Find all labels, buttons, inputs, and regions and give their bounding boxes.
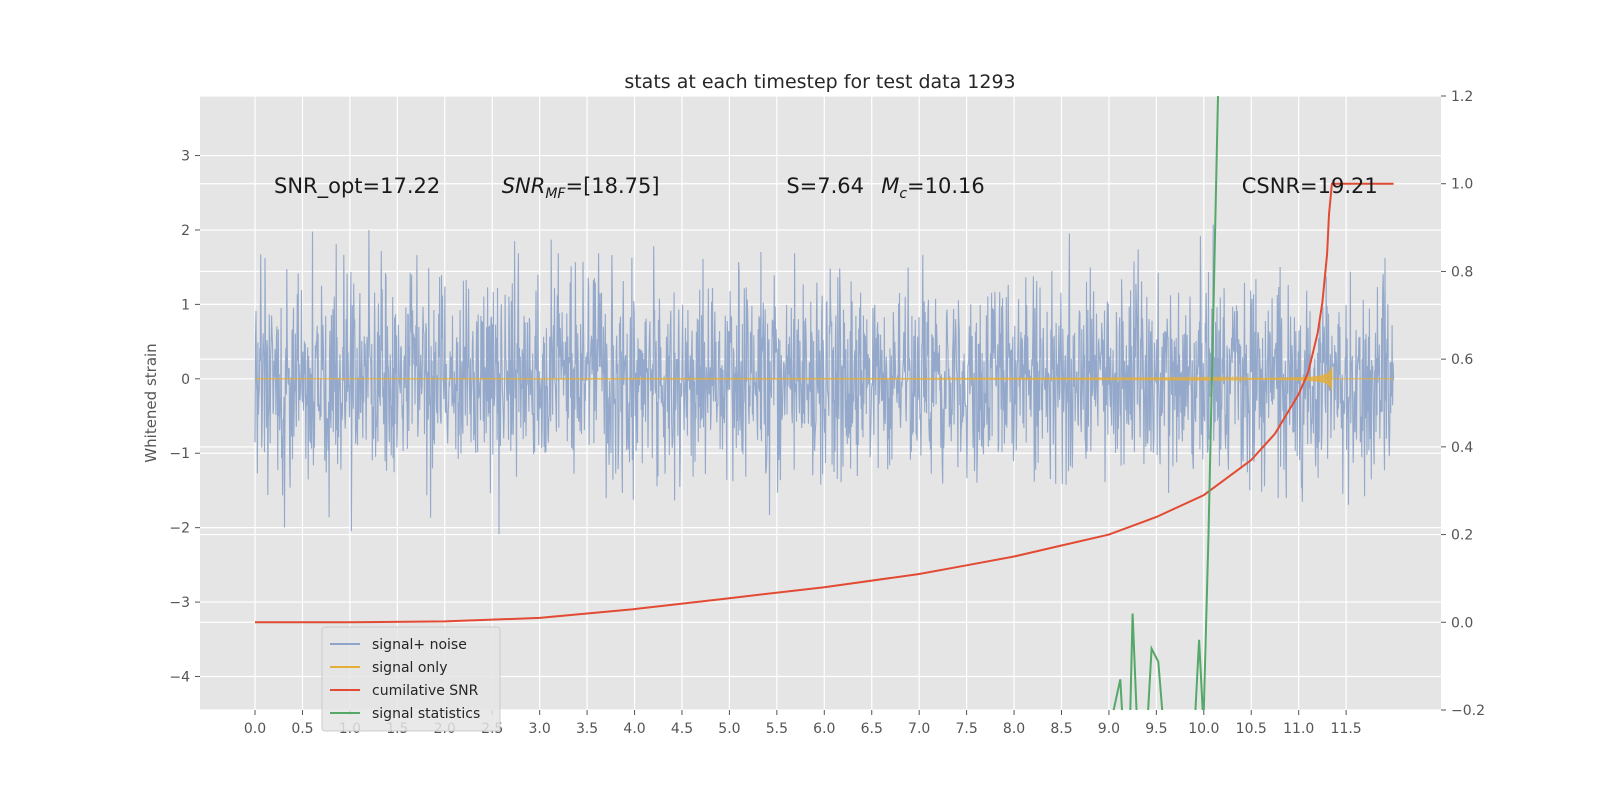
- y-tick-label: 0: [181, 372, 190, 388]
- y-tick-label: −3: [169, 595, 190, 611]
- y-tick-label: 3: [181, 149, 190, 165]
- x-tick-label: 9.0: [1098, 721, 1120, 737]
- x-tick-label: 6.5: [861, 721, 883, 737]
- x-tick-label: 0.5: [291, 721, 313, 737]
- series-signal-noise-line: [254, 224, 1395, 535]
- y2-tick-label: 1.0: [1451, 177, 1473, 193]
- y2-tick-label: 0.8: [1451, 264, 1473, 280]
- annotation-text: SNRMF=[18.75]: [502, 174, 660, 202]
- x-tick-label: 3.5: [576, 721, 598, 737]
- x-tick-label: 8.5: [1050, 721, 1072, 737]
- y-tick-label: −2: [169, 521, 190, 537]
- x-tick-label: 5.5: [766, 721, 788, 737]
- x-tick-label: 5.0: [718, 721, 740, 737]
- y-tick-label: 2: [181, 223, 190, 239]
- annotation-main: SNR: [502, 174, 546, 198]
- x-tick-label: 10.5: [1236, 721, 1267, 737]
- y2-tick-label: 1.2: [1451, 89, 1473, 105]
- x-tick-label: 7.5: [955, 721, 977, 737]
- y2-tick-label: 0.0: [1451, 615, 1473, 631]
- x-tick-label: 6.0: [813, 721, 835, 737]
- x-tick-label: 4.0: [623, 721, 645, 737]
- y2-tick-label: 0.2: [1451, 528, 1473, 544]
- annotation-main: M: [881, 174, 899, 198]
- annotation-subscript: c: [899, 186, 907, 202]
- y2-tick-label: 0.6: [1451, 352, 1473, 368]
- data-layer: [254, 96, 1395, 710]
- x-tick-label: 9.5: [1145, 721, 1167, 737]
- x-tick-label: 11.0: [1283, 721, 1314, 737]
- annotation-subscript: MF: [545, 186, 566, 202]
- y2-tick-label: −0.2: [1451, 703, 1485, 719]
- legend-label: signal+ noise: [372, 637, 467, 653]
- y-tick-label: 1: [181, 297, 190, 313]
- x-tick-label: 7.0: [908, 721, 930, 737]
- annotation-text: Mc=10.16: [881, 174, 985, 202]
- x-tick-label: 4.5: [671, 721, 693, 737]
- series-signal-only-line: [254, 366, 1394, 391]
- legend: signal+ noise signal only cumilative SNR si…: [321, 626, 501, 732]
- legend-label: signal statistics: [372, 706, 480, 722]
- axes: 0.00.51.01.52.02.53.03.54.04.55.05.56.06…: [169, 89, 1485, 737]
- x-tick-label: 11.5: [1331, 721, 1362, 737]
- y2-tick-label: 0.4: [1451, 440, 1473, 456]
- x-tick-label: 3.0: [529, 721, 551, 737]
- annotation-text: CSNR=19.21: [1242, 174, 1378, 198]
- annotation-text: SNR_opt=17.22: [274, 174, 440, 199]
- annotation-rest: =10.16: [907, 174, 985, 198]
- y-tick-label: −1: [169, 446, 190, 462]
- legend-label: signal only: [372, 660, 447, 676]
- annotation-text: S=7.64: [786, 174, 864, 198]
- legend-label: cumilative SNR: [372, 683, 479, 699]
- x-tick-label: 0.0: [244, 721, 266, 737]
- x-tick-label: 8.0: [1003, 721, 1025, 737]
- y-axis-label: Whitened strain: [142, 343, 160, 462]
- x-tick-label: 10.0: [1188, 721, 1219, 737]
- y-tick-label: −4: [169, 670, 190, 686]
- chart-title: stats at each timestep for test data 129…: [624, 71, 1015, 93]
- series-cumulative-snr-line: [255, 182, 1394, 624]
- legend-box: [321, 626, 501, 732]
- annotations: SNR_opt=17.22 SNRMF=[18.75] S=7.64 Mc=10.16…: [274, 174, 1378, 202]
- series-signal-statistics-line: [1112, 96, 1219, 710]
- annotation-rest: =[18.75]: [565, 174, 659, 198]
